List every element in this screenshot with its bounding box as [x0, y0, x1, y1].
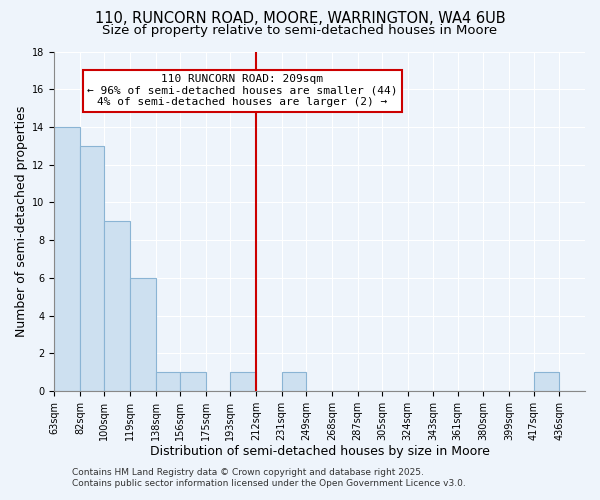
X-axis label: Distribution of semi-detached houses by size in Moore: Distribution of semi-detached houses by … — [149, 444, 490, 458]
Bar — [80, 146, 104, 391]
Bar — [156, 372, 180, 391]
Text: Size of property relative to semi-detached houses in Moore: Size of property relative to semi-detach… — [103, 24, 497, 37]
Text: Contains HM Land Registry data © Crown copyright and database right 2025.
Contai: Contains HM Land Registry data © Crown c… — [72, 468, 466, 487]
Y-axis label: Number of semi-detached properties: Number of semi-detached properties — [15, 106, 28, 337]
Bar — [533, 372, 559, 391]
Text: 110, RUNCORN ROAD, MOORE, WARRINGTON, WA4 6UB: 110, RUNCORN ROAD, MOORE, WARRINGTON, WA… — [95, 11, 505, 26]
Bar — [230, 372, 256, 391]
Bar — [180, 372, 206, 391]
Bar — [54, 127, 80, 391]
Bar — [130, 278, 156, 391]
Bar — [282, 372, 306, 391]
Text: 110 RUNCORN ROAD: 209sqm
← 96% of semi-detached houses are smaller (44)
4% of se: 110 RUNCORN ROAD: 209sqm ← 96% of semi-d… — [87, 74, 398, 108]
Bar — [104, 222, 130, 391]
